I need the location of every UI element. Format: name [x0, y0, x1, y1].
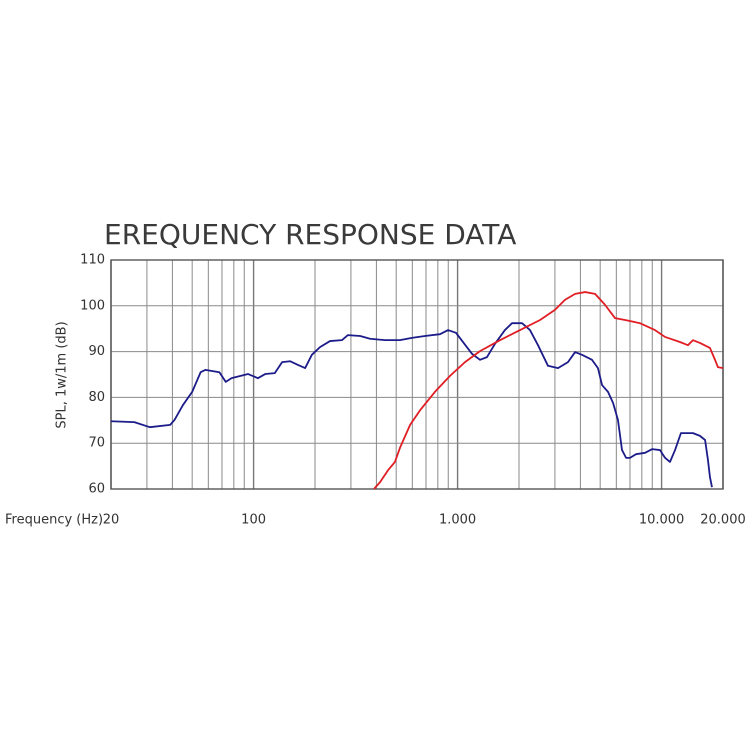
plot-frame [110, 259, 724, 490]
response-line [373, 291, 724, 490]
response-line [110, 322, 713, 488]
y-tick-label: 110 [80, 253, 105, 268]
x-tick-label: 20 [103, 513, 120, 528]
y-tick-label: 90 [88, 344, 105, 359]
x-tick-label: 100 [241, 513, 266, 528]
y-tick-label: 80 [88, 390, 105, 405]
y-tick-label: 60 [88, 482, 105, 497]
x-tick-label: 20.000 [700, 513, 746, 528]
chart-title: EREQUENCY RESPONSE DATA [104, 218, 516, 251]
y-axis-label: SPL, 1w/1m (dB) [55, 321, 70, 428]
x-axis-label: Frequency (Hz) [5, 513, 103, 528]
y-tick-label: 70 [88, 436, 105, 451]
y-tick-label: 100 [80, 298, 105, 313]
x-tick-label: 10.000 [639, 513, 685, 528]
x-tick-label: 1.000 [439, 513, 476, 528]
